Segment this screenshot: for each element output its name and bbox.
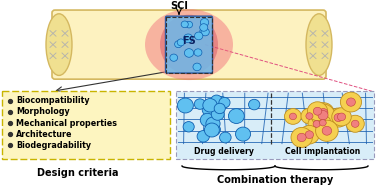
Circle shape — [170, 54, 178, 61]
Circle shape — [235, 127, 251, 141]
Ellipse shape — [160, 15, 218, 74]
Circle shape — [297, 133, 306, 142]
Circle shape — [307, 102, 328, 121]
Circle shape — [308, 116, 325, 132]
Text: Drug delivery: Drug delivery — [194, 147, 254, 155]
Circle shape — [200, 113, 215, 127]
Text: FS: FS — [182, 36, 196, 46]
Circle shape — [203, 99, 217, 112]
Text: Cell implantation: Cell implantation — [285, 147, 360, 155]
Circle shape — [197, 131, 209, 142]
Circle shape — [184, 49, 194, 57]
Circle shape — [177, 98, 194, 113]
Circle shape — [314, 115, 331, 130]
Circle shape — [352, 120, 359, 127]
Circle shape — [219, 97, 230, 108]
Circle shape — [200, 18, 209, 26]
Circle shape — [228, 109, 244, 124]
Circle shape — [194, 99, 206, 109]
Circle shape — [319, 109, 328, 117]
Circle shape — [346, 115, 364, 132]
Circle shape — [316, 120, 338, 141]
Circle shape — [206, 117, 220, 130]
Circle shape — [311, 104, 335, 126]
Circle shape — [313, 103, 334, 123]
Circle shape — [207, 123, 220, 136]
Circle shape — [201, 28, 209, 36]
Circle shape — [305, 131, 313, 139]
Circle shape — [204, 123, 219, 137]
Circle shape — [220, 132, 231, 143]
Circle shape — [249, 99, 260, 110]
Ellipse shape — [306, 14, 332, 75]
Circle shape — [215, 97, 228, 109]
Circle shape — [193, 63, 201, 71]
Text: Design criteria: Design criteria — [37, 168, 118, 178]
Circle shape — [285, 108, 301, 124]
Circle shape — [328, 108, 349, 127]
Circle shape — [200, 24, 208, 31]
Text: Mechanical properties: Mechanical properties — [16, 118, 117, 128]
Bar — [166, 17, 212, 73]
Circle shape — [291, 127, 312, 147]
Circle shape — [177, 39, 184, 46]
Circle shape — [338, 113, 345, 121]
Ellipse shape — [46, 14, 72, 75]
Text: Combination therapy: Combination therapy — [217, 175, 333, 185]
Circle shape — [202, 105, 214, 115]
Circle shape — [306, 113, 313, 119]
Circle shape — [347, 98, 355, 106]
Circle shape — [299, 125, 319, 144]
Circle shape — [332, 108, 351, 126]
Circle shape — [211, 108, 224, 120]
Circle shape — [318, 110, 328, 120]
Circle shape — [290, 113, 296, 120]
Circle shape — [181, 21, 188, 28]
Circle shape — [175, 41, 182, 48]
Circle shape — [200, 28, 208, 35]
Circle shape — [313, 107, 322, 115]
Text: Morphology: Morphology — [16, 107, 70, 116]
Circle shape — [206, 102, 220, 115]
Circle shape — [340, 92, 361, 112]
Circle shape — [313, 121, 320, 127]
Text: Architecture: Architecture — [16, 130, 73, 139]
Text: SCI: SCI — [170, 1, 188, 11]
Text: Biocompatibility: Biocompatibility — [16, 96, 90, 105]
Text: Biodegradability: Biodegradability — [16, 141, 91, 150]
Ellipse shape — [145, 9, 233, 80]
Circle shape — [334, 114, 342, 122]
Circle shape — [195, 32, 203, 40]
Circle shape — [319, 120, 326, 126]
Circle shape — [211, 95, 222, 106]
Circle shape — [214, 103, 225, 114]
Circle shape — [186, 21, 192, 28]
Circle shape — [183, 122, 194, 132]
Circle shape — [301, 108, 318, 124]
Circle shape — [322, 126, 332, 135]
FancyBboxPatch shape — [52, 10, 326, 79]
Circle shape — [194, 49, 202, 56]
FancyBboxPatch shape — [176, 91, 374, 158]
Circle shape — [183, 34, 193, 43]
FancyBboxPatch shape — [2, 91, 170, 158]
FancyBboxPatch shape — [166, 16, 212, 73]
